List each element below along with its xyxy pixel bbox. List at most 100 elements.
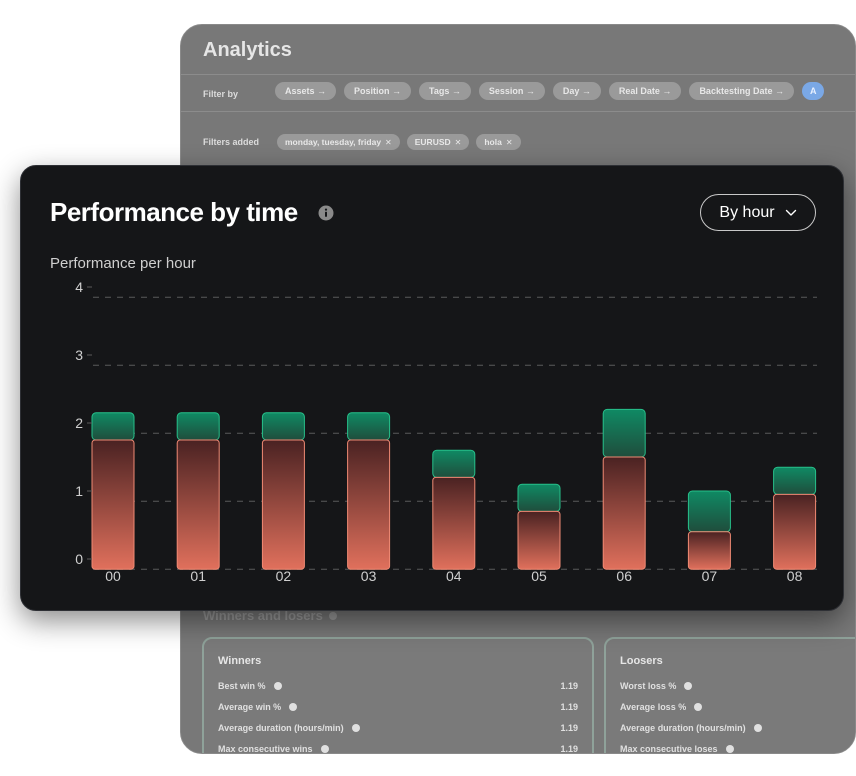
loosers-title: Loosers <box>620 655 663 667</box>
divider <box>181 74 855 75</box>
filter-chip-more[interactable]: A <box>801 82 825 100</box>
chart-subtitle: Performance per hour <box>50 255 196 272</box>
info-icon[interactable] <box>318 205 334 221</box>
performance-card: 0 1 2 3 4 00 01 02 03 04 05 06 07 08 Performance by t… <box>20 165 844 611</box>
x-tick-label: 08 <box>787 568 803 584</box>
filter-chip-backtesting-date[interactable]: Backtesting Date → <box>689 82 794 100</box>
bar-base <box>517 510 561 570</box>
stat-label: Average win % <box>218 702 282 712</box>
stat-row: Max consecutive wins 1.19 <box>218 744 578 754</box>
stat-row: Best win % 1.19 <box>218 681 578 691</box>
divider <box>181 111 855 112</box>
info-icon[interactable] <box>273 682 282 690</box>
stat-label: Average duration (hours/min) <box>620 723 746 733</box>
info-icon[interactable] <box>753 724 762 732</box>
x-tick-label: 01 <box>190 568 206 584</box>
remove-icon[interactable]: ✕ <box>505 137 513 147</box>
bar-gain <box>261 412 305 441</box>
bar-base <box>91 439 135 570</box>
filter-chip-row: Assets → Position → Tags → Session → Day… <box>275 82 825 100</box>
card-title: Performance by time <box>50 197 298 227</box>
info-icon[interactable] <box>328 611 337 620</box>
y-tick-label: 0 <box>75 551 83 567</box>
added-chip-asset[interactable]: EURUSD ✕ <box>406 134 470 150</box>
stat-value: 1.19 <box>560 702 578 712</box>
info-icon[interactable] <box>725 745 734 753</box>
bar-gain <box>602 408 646 458</box>
winners-losers-heading: Winners and losers <box>203 608 337 623</box>
x-tick-label: 03 <box>361 568 377 584</box>
stat-row: Max consecutive loses <box>620 744 855 754</box>
bar-base <box>432 476 476 570</box>
remove-icon[interactable]: ✕ <box>385 137 392 147</box>
stat-row: Average duration (hours/min) 1.19 <box>218 723 578 733</box>
dropdown-label: By hour <box>719 203 775 221</box>
added-chip-label: hola <box>484 137 502 147</box>
filter-chip-session[interactable]: Session → <box>478 82 545 100</box>
bar-gain <box>773 466 817 495</box>
bar-base <box>687 531 731 570</box>
stat-label: Worst loss % <box>620 681 677 691</box>
bar-base <box>347 439 391 570</box>
analytics-title: Analytics <box>203 39 292 61</box>
added-chip-label: EURUSD <box>414 137 451 147</box>
filter-chip-day[interactable]: Day → <box>552 82 601 100</box>
chevron-down-icon <box>785 209 796 216</box>
filter-chip-assets[interactable]: Assets → <box>275 82 337 100</box>
info-icon[interactable] <box>289 703 298 711</box>
stat-value: 1.19 <box>560 723 578 733</box>
stat-row: Average win % 1.19 <box>218 702 578 712</box>
stat-row: Worst loss % <box>620 681 855 691</box>
winners-title: Winners <box>218 655 262 667</box>
filter-chip-real-date[interactable]: Real Date → <box>608 82 682 100</box>
bar-base <box>773 493 817 570</box>
bars-layer <box>91 408 817 570</box>
info-icon[interactable] <box>320 745 329 753</box>
info-icon[interactable] <box>694 703 703 711</box>
x-tick-label: 00 <box>105 568 121 584</box>
section-title: Winners and losers <box>203 608 323 623</box>
added-chip-tag[interactable]: hola ✕ <box>476 134 521 150</box>
x-tick-label: 05 <box>531 568 547 584</box>
x-tick-label: 02 <box>276 568 292 584</box>
stat-label: Max consecutive loses <box>620 744 718 754</box>
filter-by-label: Filter by <box>203 89 239 99</box>
stat-label: Best win % <box>218 681 266 691</box>
loosers-card: Loosers Worst loss % Average loss % Aver… <box>604 637 855 754</box>
bar-gain <box>517 483 561 512</box>
added-chip-days[interactable]: monday, tuesday, friday ✕ <box>277 134 400 150</box>
bar-gain <box>347 412 391 441</box>
stat-label: Max consecutive wins <box>218 744 313 754</box>
bar-gain <box>91 412 135 441</box>
bar-gain <box>176 412 220 441</box>
remove-icon[interactable]: ✕ <box>454 137 462 147</box>
info-icon[interactable] <box>684 682 693 690</box>
bar-base <box>261 439 305 570</box>
x-tick-label: 06 <box>616 568 632 584</box>
filter-chip-position[interactable]: Position → <box>344 82 412 100</box>
info-icon[interactable] <box>351 724 360 732</box>
time-range-dropdown[interactable]: By hour <box>700 194 816 231</box>
stat-row: Average loss % <box>620 702 855 712</box>
stat-label: Average loss % <box>620 702 687 712</box>
bar-base <box>602 456 646 570</box>
stat-value: 1.19 <box>560 681 578 691</box>
stat-label: Average duration (hours/min) <box>218 723 344 733</box>
y-tick-label: 3 <box>75 347 83 363</box>
added-filter-row: monday, tuesday, friday ✕ EURUSD ✕ hola ✕ <box>277 134 521 150</box>
stat-value: 1.19 <box>560 744 578 754</box>
y-tick-label: 4 <box>75 279 83 295</box>
added-chip-label: monday, tuesday, friday <box>285 137 382 147</box>
filter-chip-tags[interactable]: Tags → <box>419 82 471 100</box>
y-tick-label: 2 <box>75 415 83 431</box>
filters-added-label: Filters added <box>203 137 260 147</box>
bar-gain <box>687 490 731 533</box>
stat-row: Average duration (hours/min) <box>620 723 855 733</box>
bar-base <box>176 439 220 570</box>
x-tick-label: 04 <box>446 568 462 584</box>
x-tick-label: 07 <box>702 568 718 584</box>
winners-card: Winners Best win % 1.19 Average win % 1.… <box>202 637 594 754</box>
y-tick-label: 1 <box>75 483 83 499</box>
